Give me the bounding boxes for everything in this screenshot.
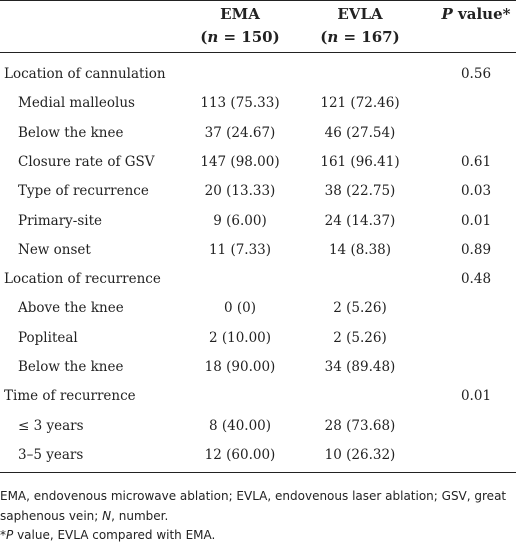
ema-cell: 8 (40.00) bbox=[208, 417, 272, 434]
ema-cell: 18 (90.00) bbox=[204, 359, 276, 375]
row-label: Below the knee bbox=[18, 124, 124, 141]
evla-cell: 2 (5.26) bbox=[333, 329, 387, 346]
text-part: ( bbox=[200, 28, 208, 46]
evla-cell: 121 (72.46) bbox=[320, 95, 400, 112]
header-rule bbox=[0, 52, 516, 53]
row-label: Primary-site bbox=[18, 212, 103, 229]
row-label: Medial malleolus bbox=[18, 95, 135, 112]
text-part: P bbox=[441, 5, 453, 23]
column-header: EVLA bbox=[337, 5, 383, 23]
text-part: , number. bbox=[111, 508, 169, 523]
text-part: n bbox=[207, 28, 219, 46]
ema-cell: 37 (24.67) bbox=[204, 124, 276, 141]
p-value: 0.03 bbox=[460, 183, 492, 200]
evla-cell: 38 (22.75) bbox=[324, 183, 396, 200]
p-value: 0.01 bbox=[460, 388, 492, 405]
ema-cell: 113 (75.33) bbox=[200, 95, 280, 112]
text-part: n bbox=[327, 28, 339, 46]
top-rule bbox=[0, 0, 516, 1]
column-subheader: (n = 167) bbox=[320, 28, 399, 46]
row-label: Below the knee bbox=[18, 359, 124, 375]
row-label: ≤ 3 years bbox=[18, 417, 84, 434]
ema-cell: 147 (98.00) bbox=[200, 153, 280, 170]
p-value: 0.01 bbox=[460, 212, 492, 229]
group-label: Time of recurrence bbox=[4, 388, 136, 405]
text-part: P bbox=[6, 528, 14, 542]
p-value: 0.56 bbox=[460, 66, 492, 82]
text-part: = 167) bbox=[338, 28, 400, 46]
p-value: 0.61 bbox=[460, 153, 492, 170]
evla-cell: 161 (96.41) bbox=[320, 153, 400, 170]
group-label: Location of cannulation bbox=[4, 66, 166, 82]
p-value: 0.48 bbox=[460, 271, 492, 288]
text-part: N bbox=[102, 508, 112, 523]
evla-cell: 24 (14.37) bbox=[324, 212, 396, 229]
column-header: P value* bbox=[442, 5, 511, 23]
ema-cell: 12 (60.00) bbox=[204, 446, 276, 463]
evla-cell: 28 (73.68) bbox=[324, 417, 396, 434]
evla-cell: 14 (8.38) bbox=[328, 241, 392, 258]
column-header: EMA bbox=[220, 5, 260, 23]
evla-cell: 10 (26.32) bbox=[324, 446, 396, 463]
ema-cell: 0 (0) bbox=[223, 300, 257, 317]
text-part: ( bbox=[320, 28, 328, 46]
evla-cell: 34 (89.48) bbox=[324, 359, 396, 375]
column-subheader: (n = 150) bbox=[200, 28, 279, 46]
ema-cell: 9 (6.00) bbox=[213, 212, 267, 229]
ema-cell: 11 (7.33) bbox=[208, 241, 272, 258]
row-label: New onset bbox=[18, 241, 91, 258]
evla-cell: 2 (5.26) bbox=[333, 300, 387, 317]
text-part: = 150) bbox=[218, 28, 280, 46]
ema-cell: 2 (10.00) bbox=[208, 329, 272, 346]
row-label: Popliteal bbox=[18, 329, 78, 346]
row-label: Type of recurrence bbox=[18, 183, 149, 200]
text-part: value* bbox=[452, 5, 511, 23]
text-part: * bbox=[0, 528, 6, 542]
evla-cell: 46 (27.54) bbox=[324, 124, 396, 141]
bottom-rule bbox=[0, 472, 516, 473]
ema-cell: 20 (13.33) bbox=[204, 183, 276, 200]
text-part: value, EVLA compared with EMA. bbox=[13, 528, 216, 542]
text-part: EMA, endovenous microwave ablation; EVLA… bbox=[0, 489, 507, 523]
group-label: Location of recurrence bbox=[4, 271, 161, 288]
row-label: Above the knee bbox=[18, 300, 124, 317]
footnote: *P value, EVLA compared with EMA. bbox=[0, 526, 512, 542]
footnote: EMA, endovenous microwave ablation; EVLA… bbox=[0, 487, 512, 526]
row-label: Closure rate of GSV bbox=[18, 153, 155, 170]
p-value: 0.89 bbox=[460, 241, 492, 258]
row-label: 3–5 years bbox=[18, 446, 84, 463]
